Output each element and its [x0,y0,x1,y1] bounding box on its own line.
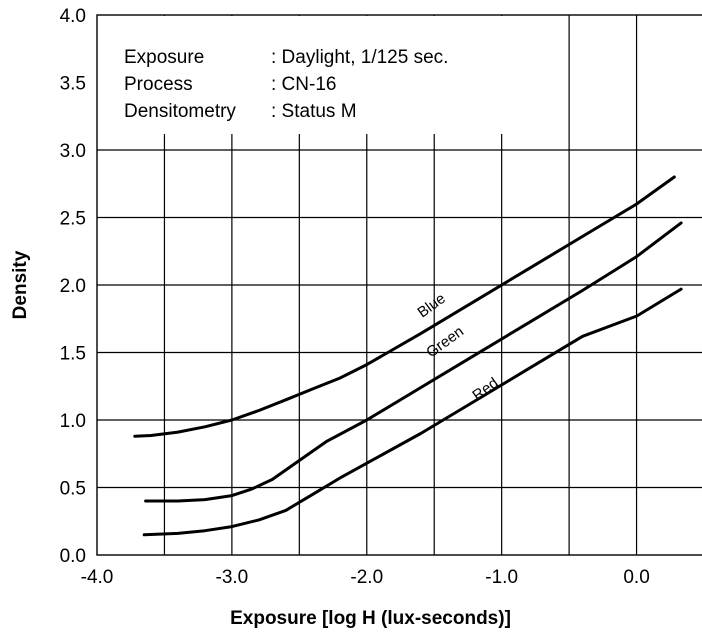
series-label-blue: Blue [414,290,448,321]
curve-blue [133,175,676,438]
x-tick-label-1: -3.0 [216,567,249,588]
y-tick-label-2: 1.0 [60,411,86,432]
y-tick-label-1: 0.5 [60,479,86,500]
y-tick-labels: 0.0 0.5 1.0 1.5 2.0 2.5 3.0 3.5 4.0 [60,6,86,567]
y-tick-label-3: 1.5 [60,344,86,365]
curve-red [142,287,683,537]
x-tick-label-0: -4.0 [81,567,114,588]
y-tick-label-4: 2.0 [60,276,86,297]
annotation-background [98,16,508,134]
curves [133,175,683,537]
y-tick-label-6: 3.0 [60,141,86,162]
x-tick-labels: -4.0 -3.0 -2.0 -1.0 0.0 [81,567,650,588]
annotation-box: Exposure : Daylight, 1/125 sec. Process : C… [98,16,508,134]
y-tick-label-5: 2.5 [60,209,86,230]
y-tick-label-7: 3.5 [60,74,86,95]
x-tick-label-2: -2.0 [350,567,383,588]
x-tick-label-4: 0.0 [623,567,649,588]
y-axis-title: Density [10,250,31,319]
x-axis-title: Exposure [log H (lux-seconds)] [230,608,511,629]
y-tick-label-0: 0.0 [60,546,86,567]
annotation-label-1: Process [124,74,193,95]
annotation-value-2: : Status M [271,101,357,122]
annotation-value-0: : Daylight, 1/125 sec. [271,47,448,68]
plot-frame [96,14,702,556]
y-tick-label-8: 4.0 [60,6,86,27]
annotation-value-1: : CN-16 [271,74,336,95]
annotation-label-2: Densitometry [124,101,236,122]
annotation-label-0: Exposure [124,47,204,68]
x-tick-label-3: -1.0 [485,567,518,588]
curve-green [144,221,683,503]
